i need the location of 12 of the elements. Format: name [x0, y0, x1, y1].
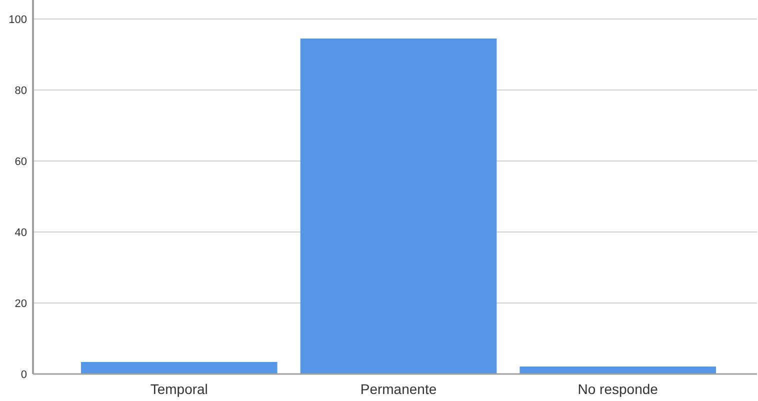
y-tick-label: 40	[14, 226, 27, 239]
x-tick-label: Permanente	[360, 381, 437, 397]
bar	[300, 38, 497, 374]
y-tick-label: 60	[14, 156, 27, 168]
x-tick-label: No responde	[578, 381, 658, 397]
y-tick-label: 0	[20, 368, 27, 381]
x-tick-label: Temporal	[150, 381, 208, 397]
y-tick-label: 20	[14, 298, 27, 310]
bar	[80, 362, 278, 374]
y-tick-label: 100	[8, 14, 27, 26]
bar	[520, 366, 716, 374]
y-tick-label: 80	[14, 84, 27, 97]
